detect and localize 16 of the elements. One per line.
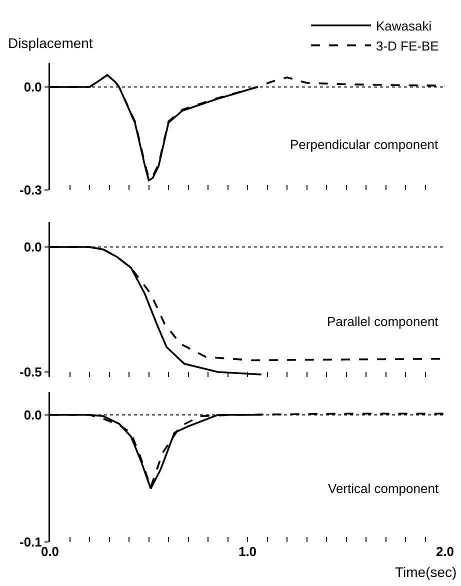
x-tick-label: 2.0 [436, 544, 454, 559]
annotation: Parallel component [327, 314, 439, 329]
annotation: Perpendicular component [290, 137, 439, 152]
legend-label: 3-D FE-BE [376, 38, 440, 54]
x-tick-label: 1.0 [238, 544, 257, 559]
legend-label: Kawasaki [376, 18, 432, 34]
y-tick-label: -0.1 [19, 534, 42, 550]
x-tick-label: 0.0 [40, 544, 60, 559]
annotation: Vertical component [328, 481, 439, 496]
x-axis-title: Time(sec) [395, 564, 457, 580]
y-tick-label: -0.5 [19, 364, 42, 380]
y-tick-label: 0.0 [24, 407, 42, 422]
y-axis-title: Displacement [8, 35, 93, 51]
y-tick-label: 0.0 [24, 240, 42, 255]
y-tick-label: 0.0 [24, 80, 42, 95]
y-tick-label: -0.3 [19, 182, 42, 198]
